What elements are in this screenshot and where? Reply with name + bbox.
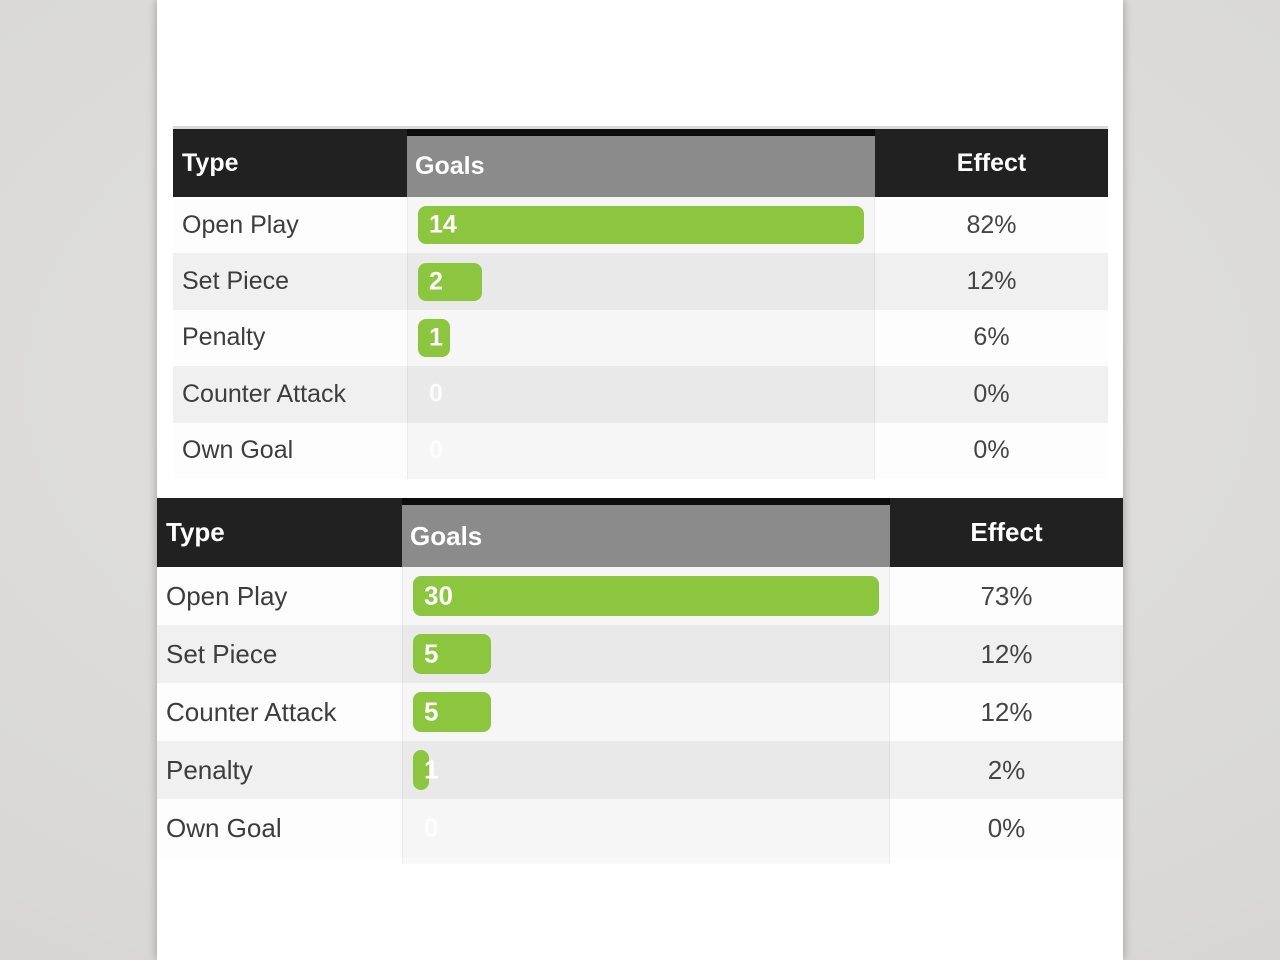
goals-cell: 1 <box>402 741 890 799</box>
table-header-row: Type Goals Effect <box>173 129 1108 197</box>
goals-cell: 0 <box>407 366 875 423</box>
goals-bar <box>413 576 879 616</box>
effect-value: 73% <box>980 580 1033 611</box>
bar-track: 0 <box>418 432 864 470</box>
goals-cell: 2 <box>407 253 875 310</box>
effect-value: 0% <box>987 812 1026 843</box>
effect-value: 12% <box>966 267 1017 296</box>
goals-cell: 5 <box>402 625 890 683</box>
goal-type-label: Open Play <box>166 580 288 611</box>
goals-value: 0 <box>429 379 443 408</box>
goals-cell: 0 <box>407 422 875 479</box>
goals-bar <box>418 318 450 357</box>
bar-track: 30 <box>413 576 879 616</box>
goals-breakdown-table-2: Type Goals Effect Open Play 30 73% Set P… <box>157 498 1123 864</box>
goal-type-label: Counter Attack <box>182 379 346 408</box>
goals-value: 0 <box>424 812 439 843</box>
table-row: Penalty 1 6% <box>173 309 1108 367</box>
bar-track: 2 <box>418 262 864 301</box>
table-row: Set Piece 2 12% <box>173 253 1108 310</box>
effect-value: 0% <box>973 436 1010 465</box>
goals-bar <box>413 750 429 790</box>
table-row: Own Goal 0 0% <box>157 799 1123 857</box>
goals-cell: 0 <box>402 799 890 857</box>
goal-type-label: Set Piece <box>166 638 278 669</box>
goals-value: 0 <box>429 436 443 465</box>
goals-cell: 1 <box>407 309 875 367</box>
goals-value: 1 <box>429 323 443 352</box>
table-row: Set Piece 5 12% <box>157 625 1123 683</box>
goal-type-label: Own Goal <box>182 436 294 465</box>
goals-breakdown-table-1: Type Goals Effect Open Play 14 82% Set P… <box>173 126 1108 479</box>
bar-track: 5 <box>413 692 879 732</box>
effect-value: 12% <box>980 696 1033 727</box>
table-row: Open Play 14 82% <box>173 197 1108 254</box>
goal-type-label: Open Play <box>182 210 299 239</box>
column-header-goals: Goals <box>402 498 890 567</box>
table-top-divider <box>173 126 1108 129</box>
bar-track: 0 <box>418 375 864 413</box>
bar-track: 14 <box>418 206 864 245</box>
goals-value: 30 <box>424 580 453 611</box>
goals-column-footer <box>402 857 890 864</box>
table-row: Counter Attack 0 0% <box>173 366 1108 423</box>
goals-value: 14 <box>429 210 457 239</box>
effect-value: 82% <box>966 210 1017 239</box>
table-header-row: Type Goals Effect <box>157 498 1123 567</box>
goals-value: 5 <box>424 696 439 727</box>
bar-track: 0 <box>413 808 879 848</box>
effect-value: 2% <box>987 754 1026 785</box>
column-header-effect: Effect <box>956 148 1027 177</box>
goal-type-label: Penalty <box>166 754 253 785</box>
effect-value: 12% <box>980 638 1033 669</box>
column-header-effect: Effect <box>970 517 1043 547</box>
table-row: Own Goal 0 0% <box>173 422 1108 479</box>
goal-type-label: Own Goal <box>166 812 282 843</box>
column-header-type: Type <box>166 517 225 547</box>
goals-bar <box>418 262 482 301</box>
column-header-type: Type <box>182 148 239 177</box>
goals-bar <box>418 206 864 245</box>
goals-cell: 5 <box>402 683 890 741</box>
goal-type-label: Set Piece <box>182 267 290 296</box>
table-row: Open Play 30 73% <box>157 567 1123 625</box>
bar-track: 1 <box>413 750 879 790</box>
effect-value: 0% <box>973 379 1010 408</box>
goals-value: 2 <box>429 267 443 296</box>
goals-cell: 30 <box>402 567 890 625</box>
goal-type-label: Counter Attack <box>166 696 337 727</box>
bar-track: 5 <box>413 634 879 674</box>
table-row: Counter Attack 5 12% <box>157 683 1123 741</box>
table-row: Penalty 1 2% <box>157 741 1123 799</box>
goals-bar <box>413 692 491 732</box>
effect-value: 6% <box>973 323 1010 352</box>
column-header-goals: Goals <box>407 129 875 197</box>
bar-track: 1 <box>418 318 864 357</box>
goals-value: 5 <box>424 638 439 669</box>
app-content-panel: Type Goals Effect Open Play 14 82% Set P… <box>157 0 1123 960</box>
goals-cell: 14 <box>407 197 875 254</box>
goal-type-label: Penalty <box>182 323 266 352</box>
goals-value: 1 <box>424 754 439 785</box>
goals-bar <box>413 634 491 674</box>
